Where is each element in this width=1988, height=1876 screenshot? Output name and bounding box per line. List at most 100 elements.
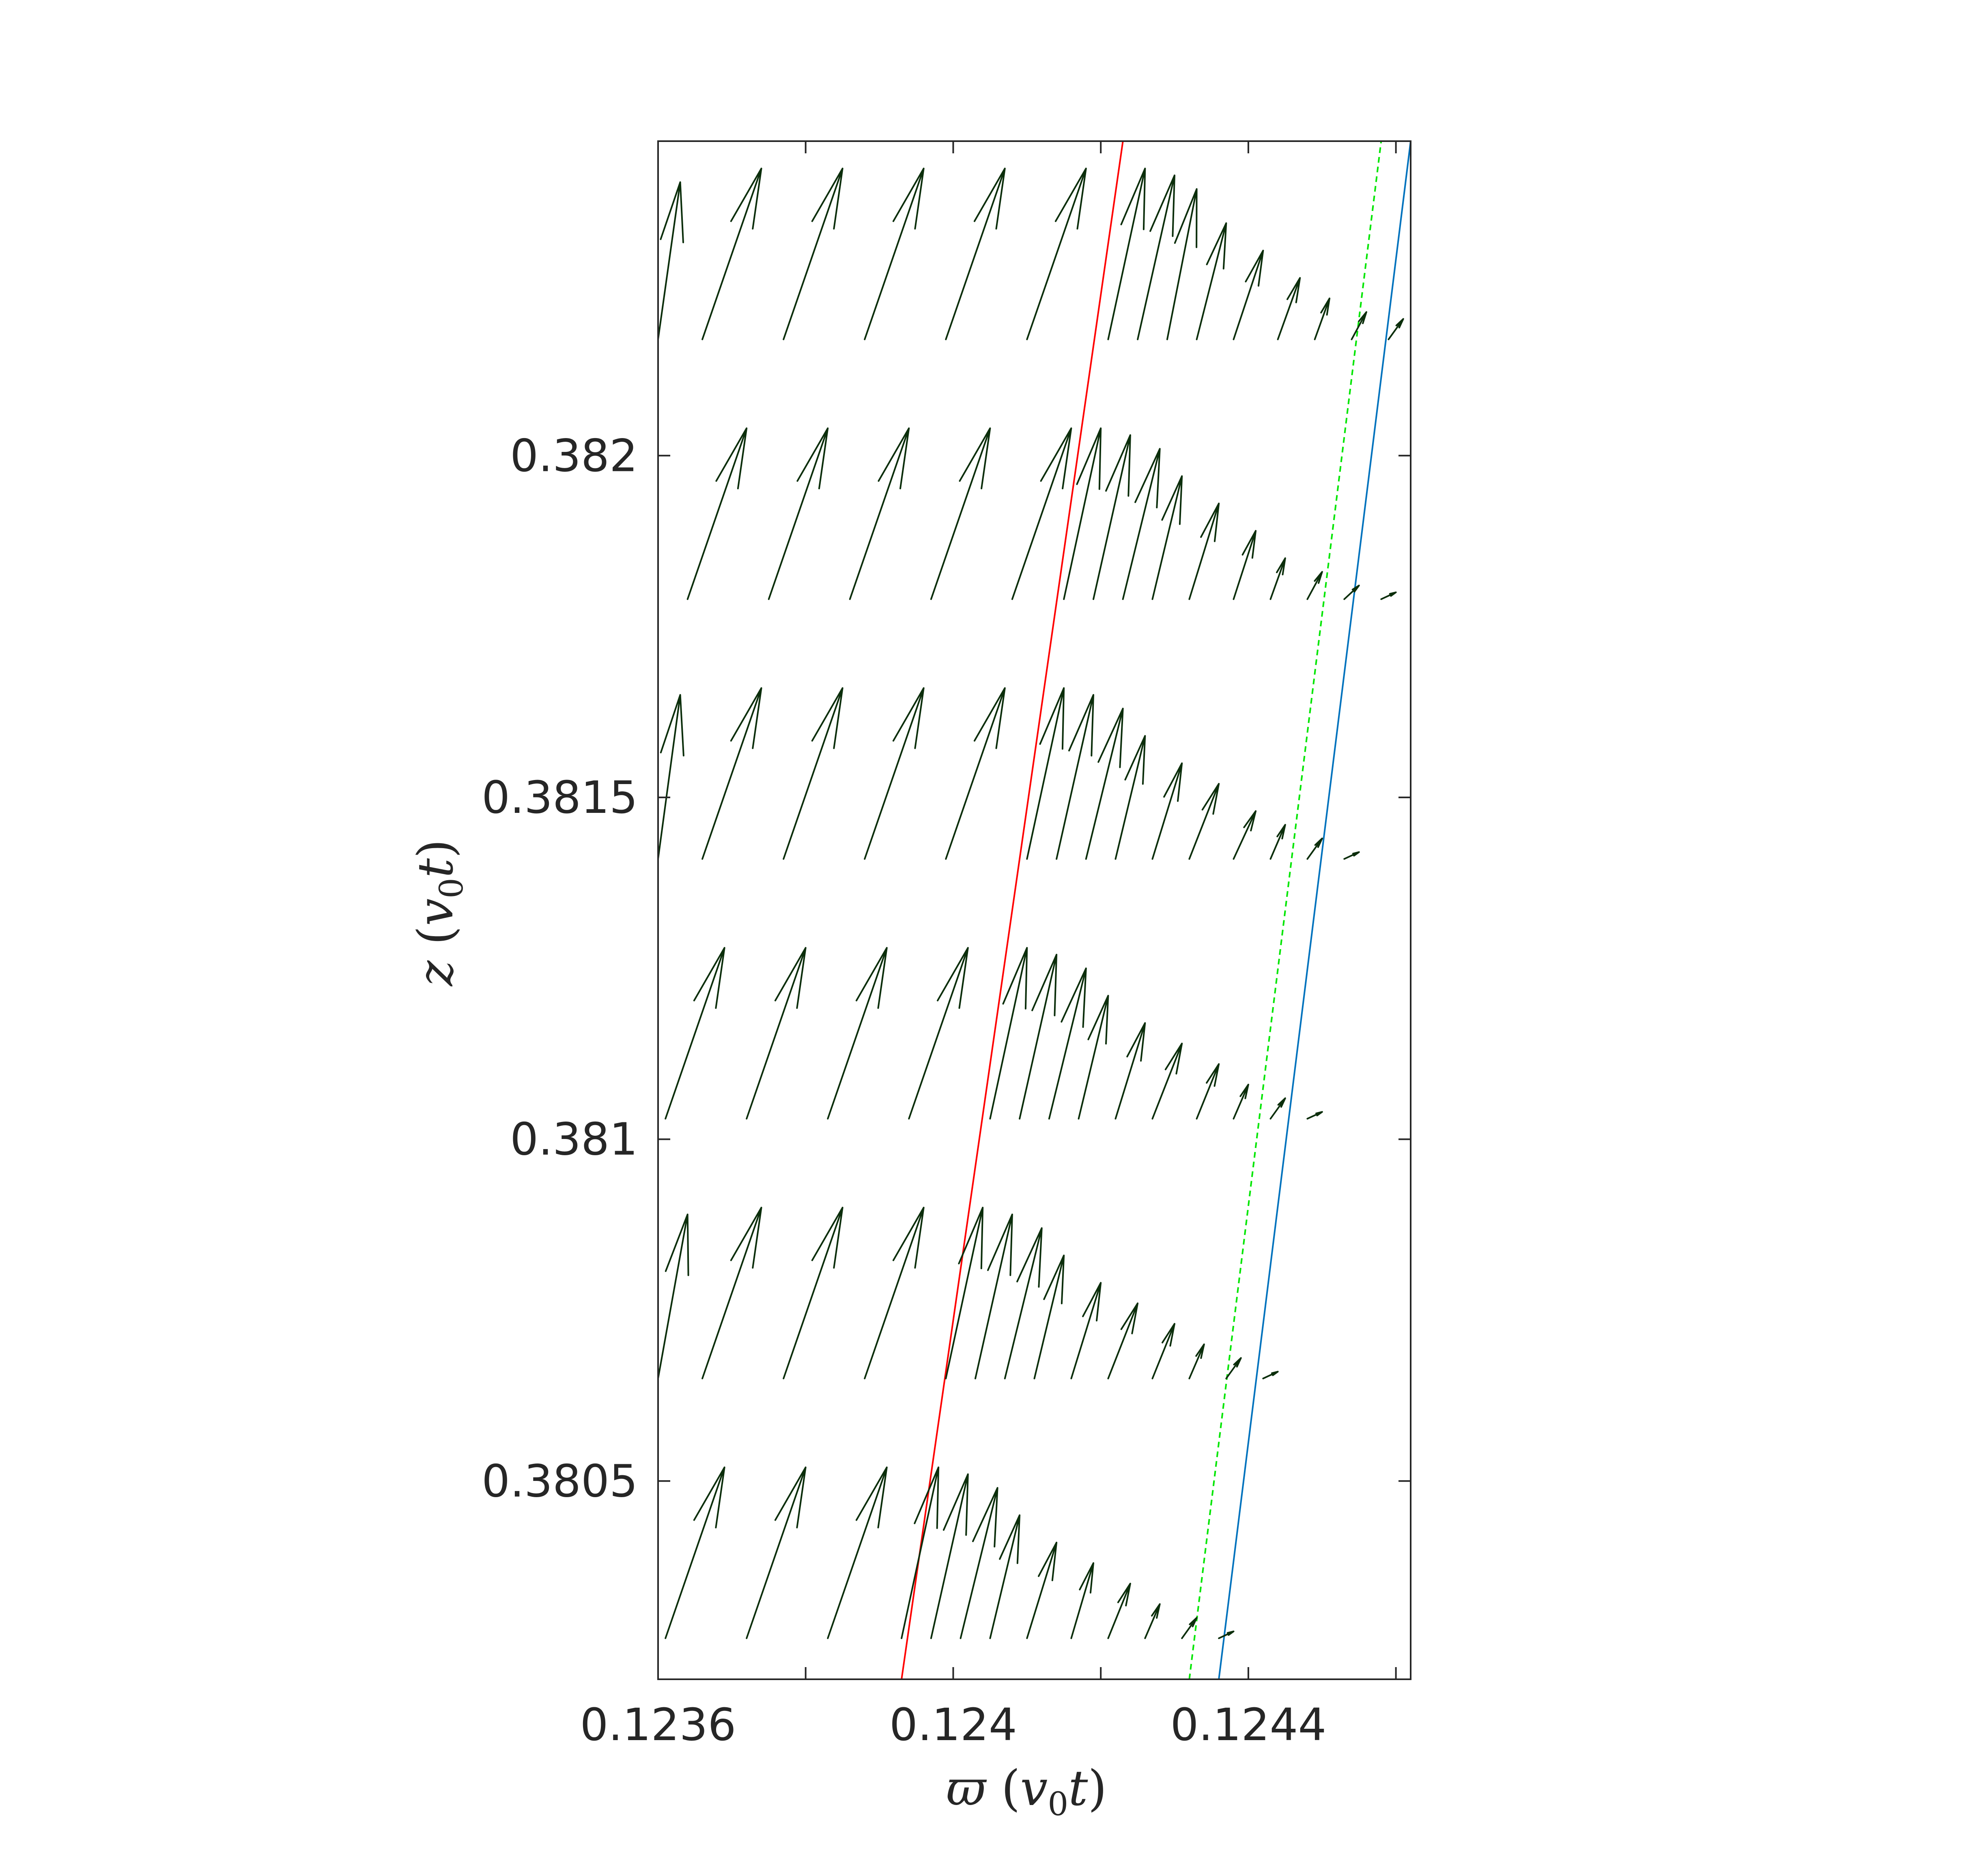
arrow-r2-6 xyxy=(1063,427,1102,600)
arrow-r4-1 xyxy=(665,947,725,1120)
arrow-r5-2 xyxy=(701,1207,762,1380)
arrow-r5-9 xyxy=(1070,1282,1102,1380)
arrow-r6-12 xyxy=(1181,1617,1198,1639)
arrow-r4-9 xyxy=(1114,1022,1146,1120)
arrow-r6-5 xyxy=(930,1473,969,1639)
arrow-r2-12 xyxy=(1269,557,1286,600)
arrow-r3-12 xyxy=(1233,810,1257,860)
x-axis-unit-sub: 0 xyxy=(1048,1785,1068,1823)
arrow-r2-7 xyxy=(1093,434,1131,600)
arrow-r3-6 xyxy=(1026,687,1065,860)
arrow-r4-13 xyxy=(1269,1097,1286,1120)
arrow-r6-6 xyxy=(960,1487,998,1639)
arrow-r3-13 xyxy=(1269,824,1286,860)
arrow-r5-11 xyxy=(1151,1323,1175,1380)
y-axis-unit-sub: 0 xyxy=(432,878,470,898)
arrow-r1-4 xyxy=(864,168,925,340)
y-axis-symbol: z xyxy=(408,960,464,987)
arrow-r5-5 xyxy=(945,1207,984,1380)
arrow-r1-11 xyxy=(1233,249,1264,340)
arrow-r3-4 xyxy=(864,687,925,860)
arrow-r4-10 xyxy=(1151,1042,1183,1120)
arrow-r4-8 xyxy=(1078,995,1109,1120)
arrow-r1-1 xyxy=(658,181,684,340)
x-tick-label: 0.1244 xyxy=(1170,1699,1326,1751)
arrow-r4-7 xyxy=(1048,967,1087,1120)
arrow-r6-4 xyxy=(901,1466,940,1639)
arrow-r2-1 xyxy=(686,427,748,600)
arrow-r2-9 xyxy=(1151,475,1183,600)
y-tick-label: 0.381 xyxy=(510,1113,638,1165)
arrow-r2-15 xyxy=(1380,591,1397,600)
arrow-r5-6 xyxy=(975,1214,1013,1380)
y-axis-label: z (v0t) xyxy=(408,839,470,987)
vector-field xyxy=(658,168,1404,1639)
arrow-r6-8 xyxy=(1026,1541,1058,1639)
arrow-r5-1 xyxy=(658,1214,689,1380)
arrow-r1-14 xyxy=(1351,311,1367,340)
y-tick-label: 0.3805 xyxy=(482,1455,638,1507)
y-axis-unit-t: t xyxy=(408,858,464,878)
arrow-r1-6 xyxy=(1026,168,1087,340)
arrow-r2-13 xyxy=(1306,571,1323,600)
arrow-r5-10 xyxy=(1107,1302,1139,1380)
x-axis-label: ϖ (v0t) xyxy=(946,1760,1107,1823)
arrow-r2-8 xyxy=(1122,448,1161,600)
arrow-r5-8 xyxy=(1033,1255,1065,1380)
arrow-r6-13 xyxy=(1218,1631,1235,1639)
arrow-r6-7 xyxy=(989,1514,1021,1639)
arrow-r5-13 xyxy=(1225,1357,1242,1380)
arrow-r6-11 xyxy=(1144,1603,1161,1639)
arrow-r4-11 xyxy=(1196,1063,1220,1120)
plot-area xyxy=(658,141,1411,1679)
arrow-r1-12 xyxy=(1277,277,1301,340)
arrow-r1-7 xyxy=(1107,168,1146,340)
arrow-r3-8 xyxy=(1085,707,1124,860)
arrow-r3-2 xyxy=(701,687,762,860)
y-tick-label: 0.3815 xyxy=(482,771,638,823)
arrow-r5-4 xyxy=(864,1207,925,1380)
arrow-r1-2 xyxy=(701,168,762,340)
arrow-r3-10 xyxy=(1151,762,1183,860)
arrow-r4-6 xyxy=(1019,954,1058,1120)
arrow-r3-1 xyxy=(658,694,684,860)
arrow-r6-1 xyxy=(665,1466,725,1639)
arrow-r6-9 xyxy=(1070,1562,1094,1639)
arrow-r1-8 xyxy=(1137,174,1175,340)
y-tick-label: 0.382 xyxy=(510,430,638,481)
x-axis-unit-var: v xyxy=(1020,1760,1048,1817)
arrow-r1-9 xyxy=(1166,188,1198,340)
arrow-r3-5 xyxy=(945,687,1006,860)
y-axis-unit-var: v xyxy=(408,898,464,926)
arrow-r4-14 xyxy=(1306,1111,1323,1120)
arrow-r6-2 xyxy=(746,1466,807,1639)
arrow-r4-5 xyxy=(989,947,1028,1120)
arrow-r3-7 xyxy=(1056,694,1094,860)
x-axis-symbol: ϖ xyxy=(946,1760,987,1817)
arrow-r6-10 xyxy=(1107,1583,1131,1639)
arrow-r3-14 xyxy=(1306,838,1323,860)
arrow-r5-12 xyxy=(1188,1343,1205,1380)
arrow-r1-15 xyxy=(1388,318,1404,340)
arrow-r2-14 xyxy=(1343,585,1360,600)
trajectory-lines xyxy=(901,141,1411,1679)
line-red xyxy=(901,141,1124,1679)
arrow-r4-2 xyxy=(746,947,807,1120)
arrow-r1-13 xyxy=(1314,297,1330,340)
x-tick-label: 0.1236 xyxy=(580,1699,736,1751)
arrow-r4-3 xyxy=(827,947,888,1120)
arrow-r5-3 xyxy=(783,1207,843,1380)
arrow-r1-5 xyxy=(945,168,1006,340)
arrow-r4-12 xyxy=(1233,1083,1249,1120)
x-axis-unit-t: t xyxy=(1068,1760,1088,1817)
arrow-r6-3 xyxy=(827,1466,888,1639)
arrow-r2-11 xyxy=(1233,530,1257,600)
line-green xyxy=(1188,141,1382,1679)
arrow-r5-7 xyxy=(1004,1227,1043,1380)
arrow-r4-4 xyxy=(908,947,969,1120)
arrow-r1-10 xyxy=(1196,222,1227,340)
arrow-r2-2 xyxy=(768,427,829,600)
arrow-r3-15 xyxy=(1343,851,1360,860)
x-tick-label: 0.124 xyxy=(889,1699,1017,1751)
